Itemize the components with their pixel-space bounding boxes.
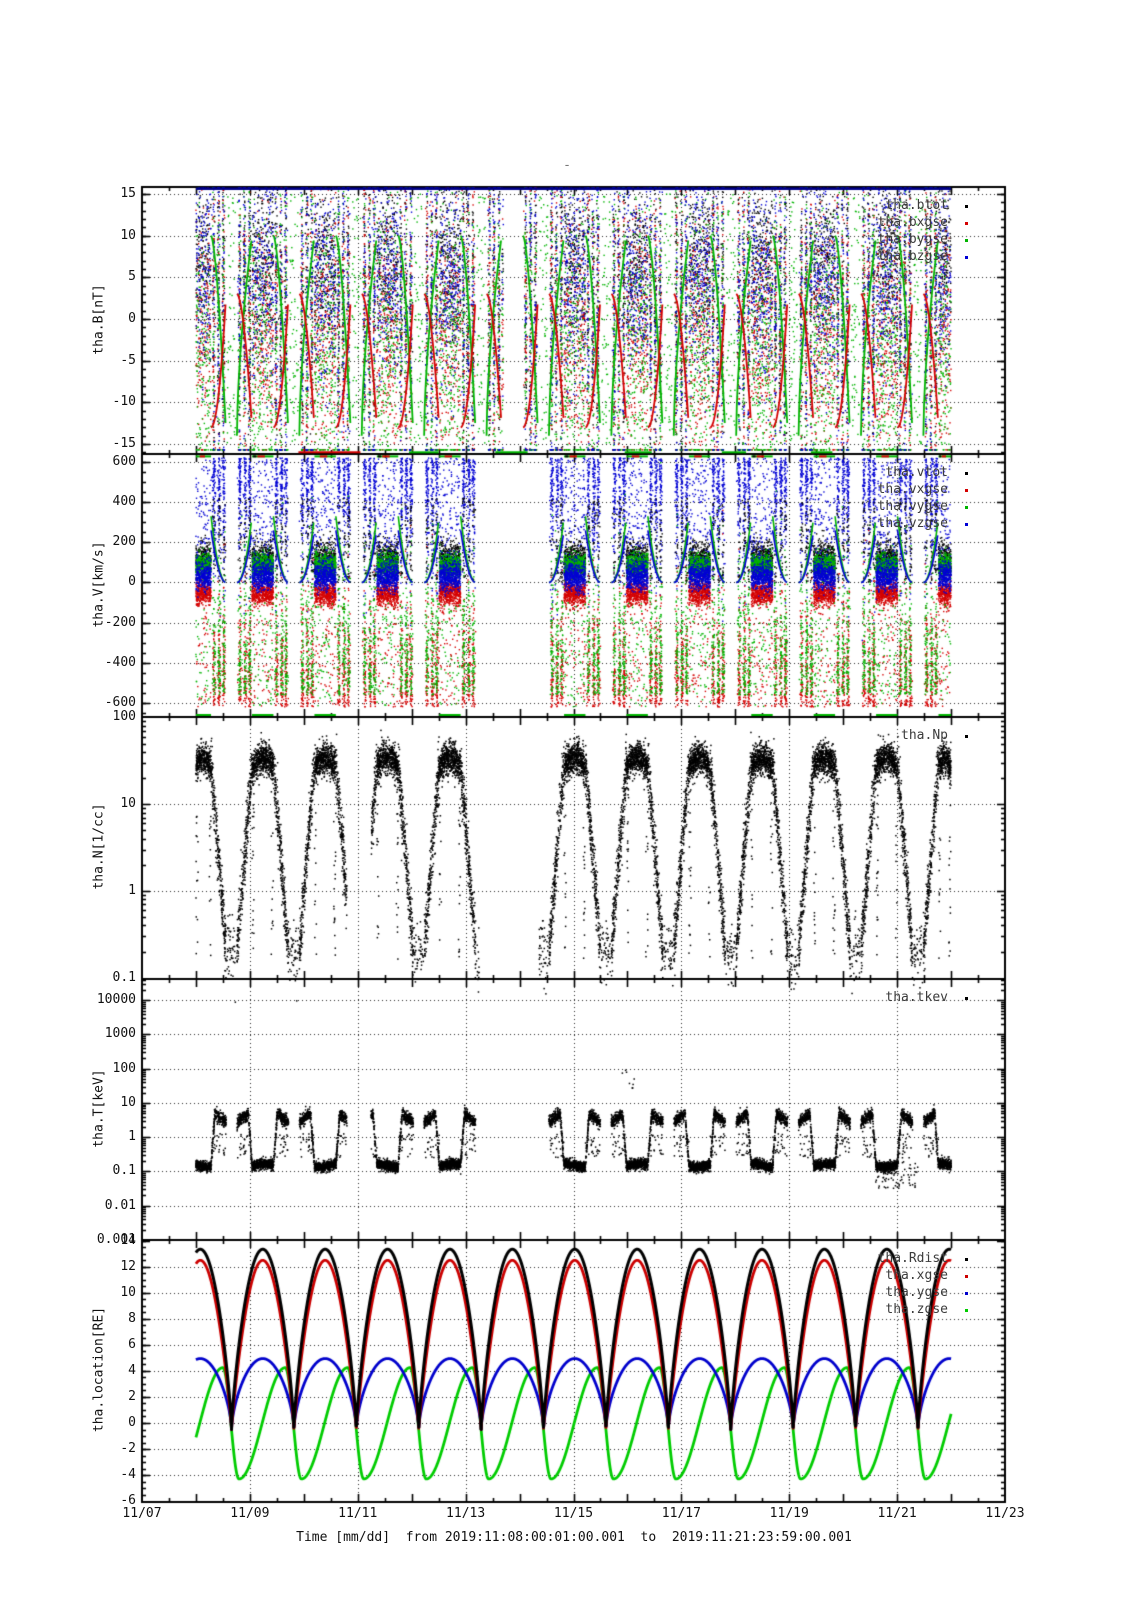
y-tick-label: 100 [112, 709, 136, 725]
y-tick-label: 1 [128, 1129, 136, 1145]
y-tick-label: -400 [104, 654, 136, 670]
y-tick-label: 600 [112, 454, 136, 470]
legend-marker-dot [965, 222, 968, 225]
x-tick-label: 11/11 [338, 1506, 378, 1521]
y-tick-label: 12 [120, 1258, 136, 1274]
y-tick-label: 10 [120, 796, 136, 812]
y-tick-label: -10 [112, 394, 136, 410]
legend-label: tha.tkev [885, 990, 948, 1005]
x-axis-title: Time [mm/dd] from 2019:11:08:00:01:00.00… [296, 1530, 852, 1545]
y-tick-label: 400 [112, 494, 136, 510]
legend-marker-dot [965, 205, 968, 208]
x-tick-label: 11/15 [553, 1506, 594, 1521]
y-tick-label: 1 [128, 882, 136, 898]
y-tick-label: 10 [120, 1284, 136, 1300]
y-tick-label: 1000 [104, 1026, 136, 1042]
y-tick-label: 2 [128, 1388, 136, 1404]
legend-label: tha.Np [901, 728, 948, 743]
x-tick-label: 11/21 [877, 1506, 917, 1521]
y-tick-label: 10 [120, 227, 136, 243]
y-tick-label: -6 [120, 1493, 136, 1509]
y-tick-label: 5 [128, 269, 136, 285]
legend-label: tha.bxgse [877, 215, 948, 230]
legend-marker-dot [965, 997, 968, 1000]
legend-marker-dot [965, 735, 968, 738]
y-tick-label: 15 [120, 186, 136, 201]
y-axis-label-n: tha.N[1/cc] [91, 803, 107, 890]
legend-label: tha.xgse [885, 1268, 948, 1283]
legend-marker-dot [965, 256, 968, 259]
legend-marker-dot [965, 506, 968, 509]
legend-label: tha.Rdist [877, 1251, 948, 1266]
x-tick-label: 11/09 [230, 1506, 270, 1521]
plot-title: - [563, 158, 571, 173]
y-tick-label: 8 [128, 1310, 136, 1326]
y-tick-label: 100 [112, 1060, 136, 1076]
legend-marker-dot [965, 239, 968, 242]
y-tick-label: -4 [120, 1467, 136, 1483]
legend-marker-dot [965, 1292, 968, 1295]
x-tick-label: 11/23 [985, 1506, 1025, 1521]
y-tick-label: 0.1 [112, 1163, 136, 1179]
x-tick-label: 11/19 [769, 1506, 809, 1521]
y-tick-label: 0 [128, 311, 136, 326]
y-tick-label: 0.001 [96, 1232, 136, 1247]
y-tick-label: 10 [120, 1094, 136, 1110]
y-tick-label: 6 [128, 1336, 136, 1352]
y-tick-label: -2 [120, 1441, 136, 1457]
legend-label: tha.vxgse [877, 482, 948, 497]
legend-label: tha.vzgse [877, 516, 948, 531]
x-tick-label: 11/07 [122, 1506, 162, 1521]
x-tick-label: 11/13 [446, 1506, 486, 1521]
y-tick-label: 0.01 [104, 1197, 136, 1213]
legend-label: tha.ygse [885, 1285, 948, 1300]
legend-marker-dot [965, 472, 968, 475]
legend-label: tha.vygse [877, 499, 948, 514]
y-tick-label: -600 [104, 694, 136, 710]
y-tick-label: -200 [104, 614, 136, 630]
y-tick-label: -15 [112, 436, 136, 451]
y-tick-label: 10000 [96, 992, 136, 1008]
legend-marker-dot [965, 1258, 968, 1261]
y-tick-label: -5 [120, 352, 136, 368]
y-tick-label: 14 [120, 1232, 136, 1248]
legend-label: tha.btot [885, 198, 948, 213]
y-tick-label: 4 [128, 1362, 136, 1378]
legend-label: tha.zgse [885, 1302, 948, 1317]
y-tick-label: 200 [112, 534, 136, 550]
x-tick-label: 11/17 [661, 1506, 701, 1521]
legend-marker-dot [965, 523, 968, 526]
legend-marker-dot [965, 1275, 968, 1278]
legend-label: tha.vtot [885, 465, 948, 480]
y-tick-label: 0 [128, 574, 136, 590]
legend-label: tha.bzgse [877, 249, 948, 264]
y-tick-label: 0 [128, 1414, 136, 1430]
legend-marker-dot [965, 489, 968, 492]
legend-label: tha.bygse [877, 232, 948, 247]
legend-marker-dot [965, 1309, 968, 1312]
y-tick-label: 0.1 [112, 969, 136, 985]
